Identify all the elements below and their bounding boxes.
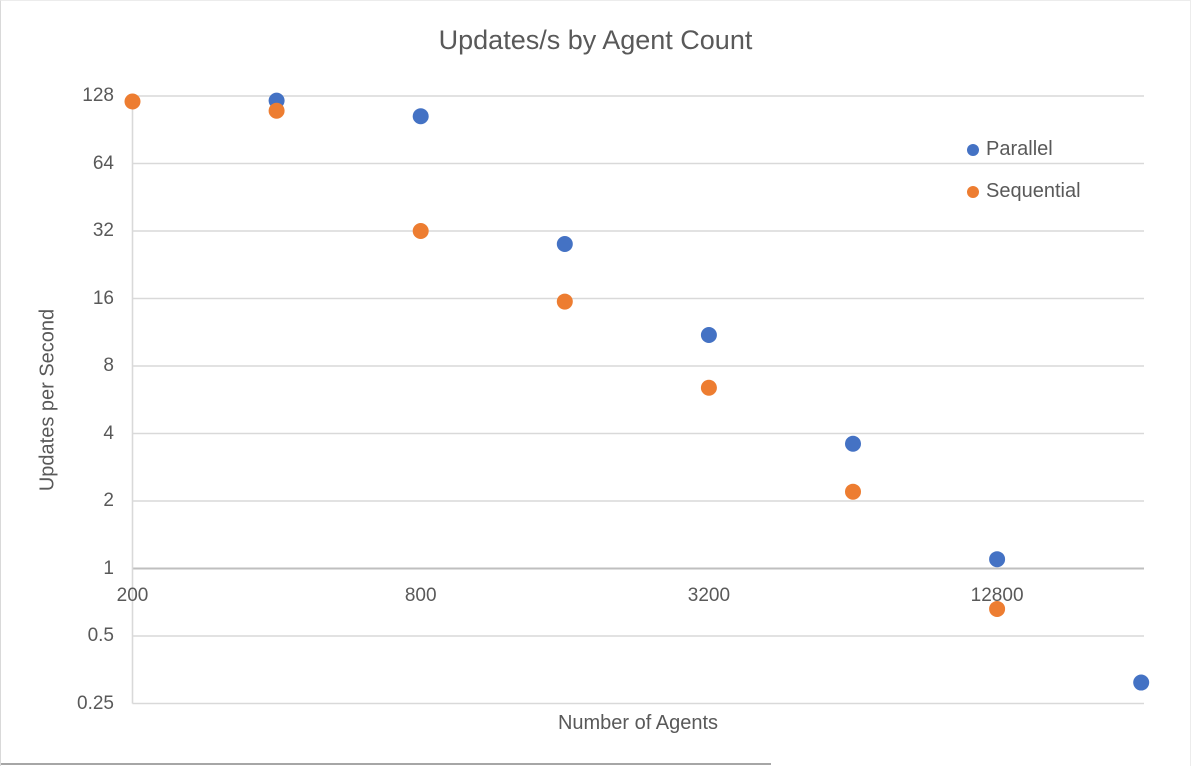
y-tick-label: 0.5 <box>87 625 114 646</box>
data-point-parallel <box>1133 674 1150 691</box>
y-axis-title: Updates per Second <box>36 308 59 492</box>
data-point-parallel <box>989 551 1006 568</box>
legend-label-parallel: Parallel <box>986 138 1053 160</box>
x-axis-title: Number of Agents <box>557 712 719 734</box>
data-point-sequential <box>412 223 429 239</box>
data-point-sequential <box>268 102 285 119</box>
y-tick-label: 32 <box>92 220 114 241</box>
legend-label-sequential: Sequential <box>986 180 1081 202</box>
x-tick-label: 3200 <box>687 585 731 606</box>
data-point-sequential <box>124 93 141 110</box>
data-point-parallel <box>556 236 573 253</box>
data-point-parallel <box>845 435 861 452</box>
x-tick-label: 12800 <box>970 585 1024 606</box>
legend-item-sequential: Sequential <box>967 179 1081 204</box>
data-point-sequential <box>845 483 861 500</box>
y-tick-label: 16 <box>92 287 114 309</box>
data-point-sequential <box>989 600 1006 617</box>
y-tick-label: 8 <box>103 355 114 376</box>
y-tick-label: 4 <box>103 422 114 444</box>
x-tick-label: 800 <box>404 585 437 606</box>
data-point-sequential <box>556 293 573 310</box>
y-tick-label: 128 <box>82 85 114 106</box>
window-bottom-edge <box>1 763 771 765</box>
legend-item-parallel: Parallel <box>967 137 1053 162</box>
x-tick-label: 200 <box>116 585 149 606</box>
y-tick-label: 64 <box>92 152 114 174</box>
parallel-marker-icon <box>967 143 979 156</box>
y-tick-label: 1 <box>103 557 114 579</box>
y-tick-label: 2 <box>103 490 114 511</box>
sequential-marker-icon <box>967 185 979 198</box>
data-point-sequential <box>700 379 717 396</box>
data-point-parallel <box>700 326 717 343</box>
data-point-parallel <box>412 108 429 125</box>
chart-title: Updates/s by Agent Count <box>438 25 753 55</box>
y-tick-label: 0.25 <box>77 692 114 714</box>
